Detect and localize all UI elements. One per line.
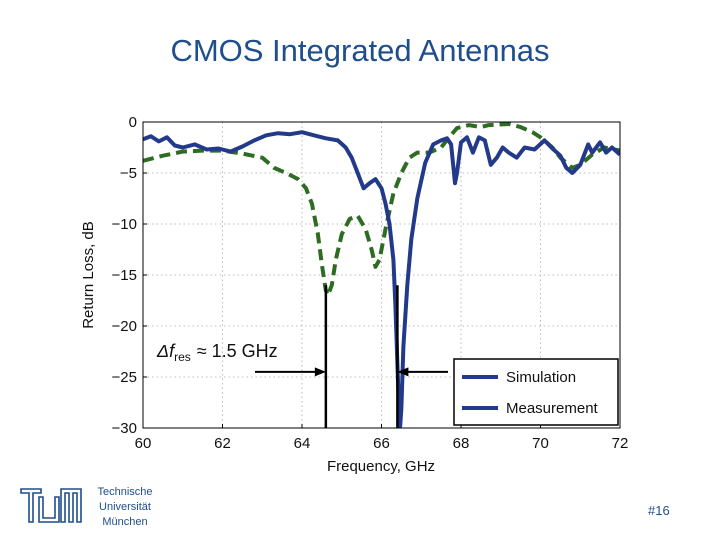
y-tick-label: −20	[112, 318, 137, 335]
y-tick-label: −25	[112, 369, 137, 386]
legend-label-measurement: Measurement	[506, 400, 599, 417]
university-name: Technische Universität München	[92, 485, 158, 530]
left-arrow-head	[314, 367, 326, 377]
x-tick-label: 66	[373, 435, 390, 452]
delta-f-annotation: Δfres ≈ 1.5 GHz	[156, 341, 278, 364]
axis-ticks: 60 62 64 66 68 70 72 0 −5 −10 −15 −20 −25 −30	[112, 114, 629, 452]
y-axis-label: Return Loss, dB	[80, 221, 97, 329]
y-tick-label: −10	[112, 216, 137, 233]
series-line-measurement	[143, 130, 620, 428]
x-axis-label: Frequency, GHz	[327, 458, 435, 475]
y-tick-label: 0	[129, 114, 137, 131]
y-tick-label: −30	[112, 420, 137, 437]
x-tick-label: 64	[294, 435, 311, 452]
slide-title: CMOS Integrated Antennas	[170, 33, 550, 68]
delta-f-symbol: Δf	[156, 341, 176, 361]
page-number: #16	[648, 503, 670, 518]
x-tick-label: 60	[135, 435, 152, 452]
x-tick-label: 68	[453, 435, 470, 452]
series-line-simulation	[143, 122, 620, 298]
y-tick-label: −15	[112, 267, 137, 284]
delta-f-value: ≈ 1.5 GHz	[197, 341, 278, 361]
x-tick-label: 62	[214, 435, 231, 452]
right-arrow-head	[397, 367, 409, 377]
x-tick-label: 72	[612, 435, 629, 452]
university-line-2: Universität	[99, 501, 151, 513]
legend-label-simulation: Simulation	[506, 369, 576, 386]
x-tick-label: 70	[532, 435, 549, 452]
university-line-1: Technische	[97, 486, 153, 498]
grid-lines	[142, 121, 621, 429]
tum-logo	[20, 488, 82, 523]
university-line-3: München	[102, 516, 148, 528]
y-tick-label: −5	[120, 165, 137, 182]
delta-f-subscript: res	[174, 350, 191, 364]
legend-box	[453, 358, 619, 426]
plot-frame	[142, 121, 621, 429]
